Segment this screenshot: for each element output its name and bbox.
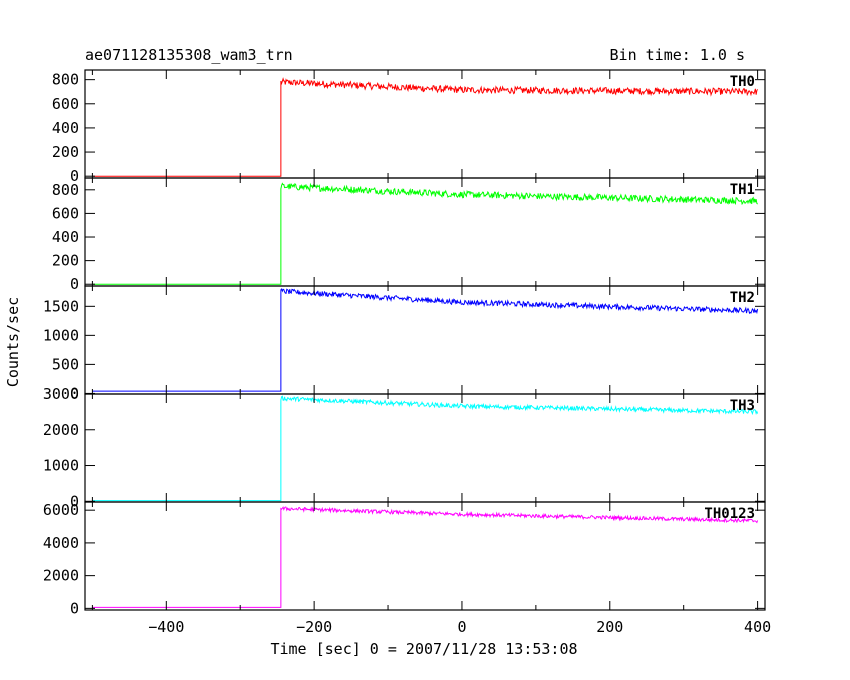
y-tick-label-th2: 0 bbox=[70, 384, 79, 402]
x-tick-label: 200 bbox=[596, 618, 623, 636]
y-tick-label-th1: 800 bbox=[52, 181, 79, 199]
y-tick-label-th0: 200 bbox=[52, 143, 79, 161]
y-tick-label-th1: 400 bbox=[52, 228, 79, 246]
panel-label-th0123: TH0123 bbox=[704, 506, 755, 522]
panel-frame-th0123 bbox=[84, 501, 766, 611]
y-tick-label-th0: 600 bbox=[52, 95, 79, 113]
x-tick-label: −400 bbox=[148, 618, 184, 636]
y-tick-label-th0123: 2000 bbox=[43, 567, 79, 585]
series-line-th0123 bbox=[92, 506, 759, 608]
panel-frame-th0 bbox=[84, 69, 766, 179]
y-tick-label-th0: 0 bbox=[70, 167, 79, 185]
bin-time-label: Bin time: 1.0 s bbox=[610, 46, 745, 64]
series-line-th1 bbox=[92, 182, 758, 285]
series-line-th2 bbox=[92, 288, 759, 392]
x-tick-label: −200 bbox=[296, 618, 332, 636]
chart-title: ae071128135308_wam3_trn bbox=[85, 46, 293, 64]
y-tick-label-th0: 400 bbox=[52, 119, 79, 137]
panel-frame-th1 bbox=[84, 177, 766, 287]
series-line-th0 bbox=[92, 77, 759, 177]
panel-label-th3: TH3 bbox=[730, 398, 755, 414]
panel-label-th2: TH2 bbox=[730, 290, 755, 306]
y-tick-label-th3: 1000 bbox=[43, 457, 79, 475]
panel-frame-th2 bbox=[84, 285, 766, 395]
y-tick-label-th1: 200 bbox=[52, 252, 79, 270]
y-tick-label-th0123: 6000 bbox=[43, 501, 79, 519]
y-tick-label-th2: 1000 bbox=[43, 326, 79, 344]
y-tick-label-th1: 600 bbox=[52, 204, 79, 222]
y-tick-label-th2: 500 bbox=[52, 355, 79, 373]
y-tick-label-th0123: 0 bbox=[70, 599, 79, 617]
y-tick-label-th3: 2000 bbox=[43, 421, 79, 439]
x-axis-label: Time [sec] 0 = 2007/11/28 13:53:08 bbox=[270, 640, 577, 658]
y-tick-label-th3: 3000 bbox=[43, 385, 79, 403]
y-axis-label: Counts/sec bbox=[4, 297, 22, 387]
y-tick-label-th0: 800 bbox=[52, 71, 79, 89]
series-line-th3 bbox=[92, 395, 759, 502]
y-tick-label-th0123: 4000 bbox=[43, 534, 79, 552]
x-tick-label: 0 bbox=[457, 618, 466, 636]
y-tick-label-th1: 0 bbox=[70, 275, 79, 293]
panel-label-th1: TH1 bbox=[730, 182, 755, 198]
y-tick-label-th2: 1500 bbox=[43, 297, 79, 315]
x-tick-label: 400 bbox=[744, 618, 771, 636]
panel-label-th0: TH0 bbox=[730, 74, 755, 90]
y-tick-label-th3: 0 bbox=[70, 492, 79, 510]
panels-group: 0 200 400 600 800 TH0 0 200 400 600 800 TH1 0 500 1000… bbox=[43, 69, 771, 636]
